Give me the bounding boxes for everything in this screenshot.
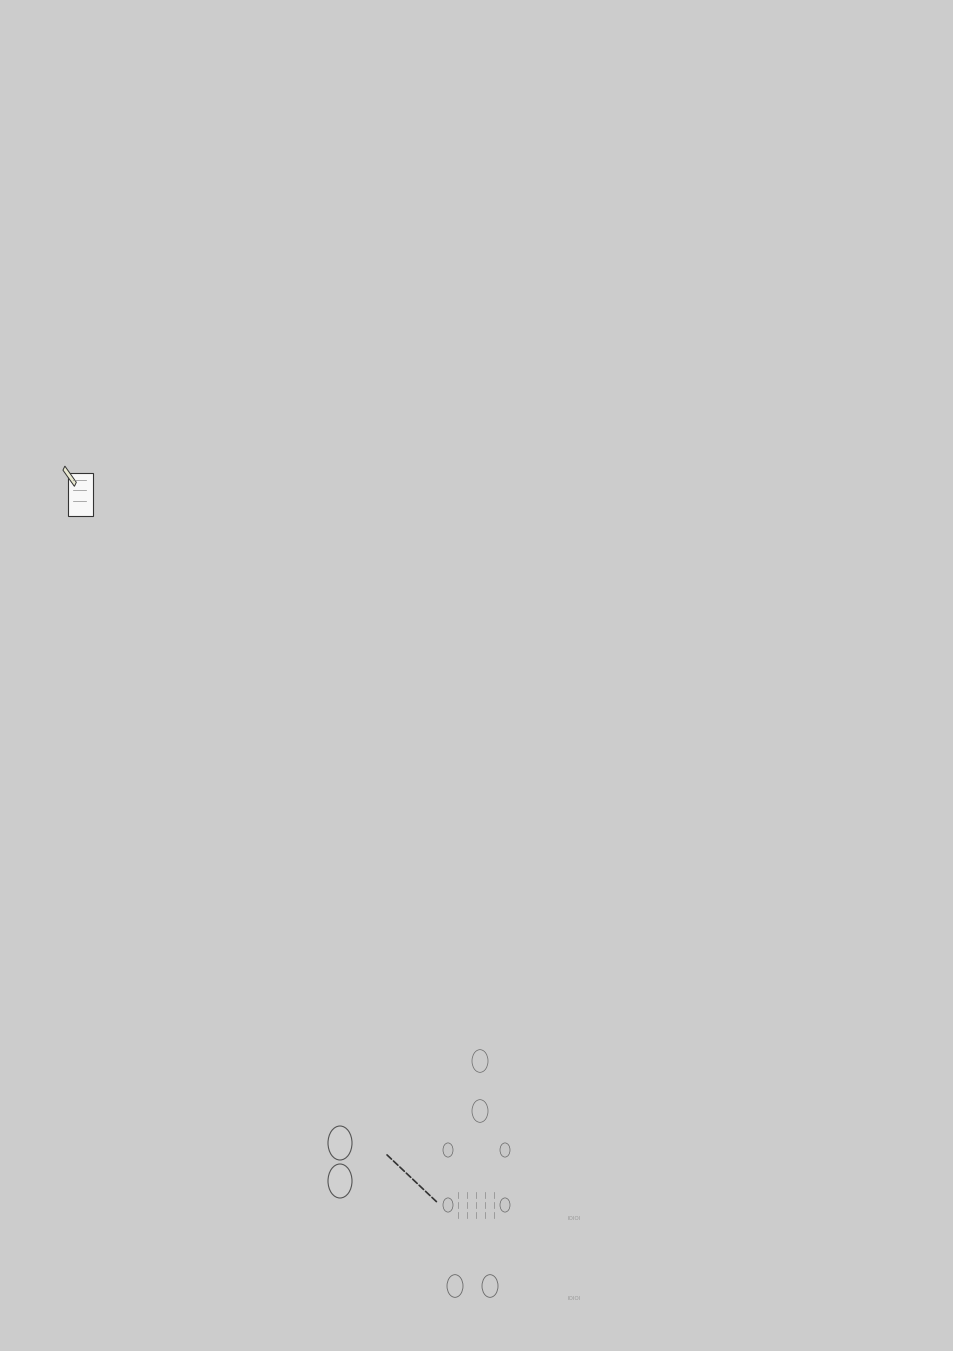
FancyBboxPatch shape [68, 473, 92, 516]
Circle shape [255, 290, 264, 301]
FancyBboxPatch shape [524, 975, 562, 1316]
Circle shape [481, 1275, 497, 1297]
Text: Press the power switch on the front panel of the computer to turn on the power.: Press the power switch on the front pane… [100, 311, 743, 326]
Circle shape [268, 307, 275, 317]
FancyBboxPatch shape [228, 317, 235, 323]
Polygon shape [345, 176, 385, 570]
Circle shape [280, 290, 288, 301]
Text: Starting Your Computer: Starting Your Computer [69, 457, 348, 477]
Circle shape [280, 307, 288, 317]
Circle shape [447, 1275, 462, 1297]
Circle shape [457, 789, 481, 823]
Circle shape [335, 870, 724, 1351]
FancyBboxPatch shape [529, 1198, 558, 1236]
Circle shape [328, 1125, 352, 1161]
Text: See the manual that came with your digital camera for more information on settin: See the manual that came with your digit… [99, 482, 846, 499]
Text: 2.: 2. [81, 311, 96, 326]
FancyBboxPatch shape [182, 226, 242, 505]
Circle shape [472, 1050, 488, 1073]
Circle shape [499, 1143, 510, 1156]
Circle shape [499, 1198, 510, 1212]
FancyBboxPatch shape [186, 335, 237, 377]
Text: After you connect all the cables and accessories to your computer, you are ready: After you connect all the cables and acc… [100, 415, 870, 430]
FancyBboxPatch shape [529, 1098, 558, 1136]
FancyBboxPatch shape [151, 359, 165, 370]
FancyBboxPatch shape [529, 1248, 558, 1286]
Circle shape [464, 1040, 495, 1082]
FancyBboxPatch shape [529, 1148, 558, 1186]
Circle shape [255, 274, 264, 285]
Polygon shape [170, 176, 385, 200]
Circle shape [214, 480, 223, 490]
Text: 1.: 1. [81, 355, 96, 370]
Circle shape [450, 778, 490, 835]
Text: IOIOI: IOIOI [567, 1296, 580, 1301]
FancyBboxPatch shape [170, 200, 345, 570]
FancyBboxPatch shape [186, 285, 237, 327]
Circle shape [472, 1100, 488, 1123]
FancyBboxPatch shape [186, 235, 237, 277]
FancyBboxPatch shape [186, 435, 237, 473]
Circle shape [280, 274, 288, 285]
Text: Page 541: Page 541 [820, 20, 884, 34]
FancyBboxPatch shape [151, 378, 165, 388]
Circle shape [268, 290, 275, 301]
Text: computer.: computer. [100, 385, 181, 400]
Polygon shape [63, 466, 76, 486]
Circle shape [464, 1090, 495, 1132]
Text: Press the power switch on the display to turn on the power.: Press the power switch on the display to… [100, 355, 578, 370]
Circle shape [474, 1263, 505, 1309]
FancyBboxPatch shape [228, 267, 235, 273]
Circle shape [442, 1198, 453, 1212]
Circle shape [268, 274, 275, 285]
FancyBboxPatch shape [439, 975, 519, 1316]
FancyBboxPatch shape [464, 1238, 490, 1256]
Text: IOIOI: IOIOI [567, 1216, 580, 1221]
Circle shape [255, 307, 264, 317]
Circle shape [442, 1143, 453, 1156]
Text: VAIO: VAIO [359, 952, 392, 979]
FancyBboxPatch shape [148, 350, 170, 405]
FancyBboxPatch shape [186, 385, 237, 423]
Circle shape [203, 480, 211, 490]
FancyBboxPatch shape [529, 1048, 558, 1086]
Circle shape [438, 1263, 471, 1309]
Circle shape [328, 1165, 352, 1198]
FancyBboxPatch shape [529, 998, 558, 1036]
